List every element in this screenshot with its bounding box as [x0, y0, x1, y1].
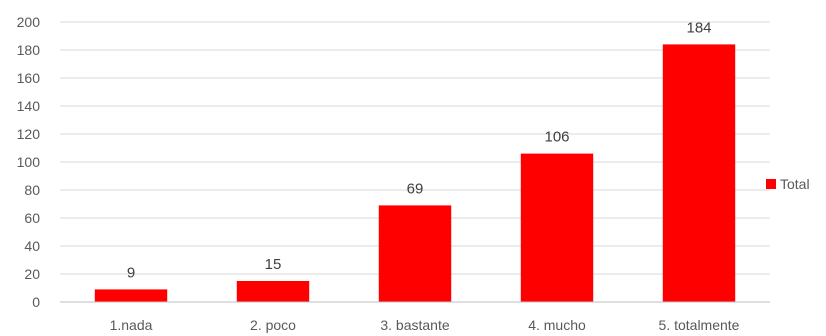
x-tick-label: 4. mucho — [528, 317, 586, 333]
x-tick-label: 3. bastante — [380, 317, 449, 333]
bar — [236, 281, 310, 302]
bar — [378, 205, 452, 302]
y-tick-label: 180 — [17, 42, 41, 58]
y-tick-label: 200 — [17, 14, 41, 30]
x-tick-label: 5. totalmente — [659, 317, 740, 333]
y-tick-label: 0 — [32, 294, 40, 310]
data-label: 9 — [127, 264, 135, 281]
bar — [662, 44, 736, 303]
y-tick-label: 140 — [17, 98, 41, 114]
x-tick-label: 2. poco — [250, 317, 296, 333]
legend-label-total: Total — [780, 176, 810, 192]
y-tick-label: 60 — [24, 210, 40, 226]
data-labels: 9 15 69 106 184 — [127, 19, 712, 281]
legend: Total — [766, 176, 810, 192]
gridlines — [60, 21, 770, 275]
y-tick-label: 80 — [24, 182, 40, 198]
y-tick-label: 40 — [24, 238, 40, 254]
y-tick-label: 160 — [17, 70, 41, 86]
bars — [94, 44, 736, 303]
y-tick-label: 120 — [17, 126, 41, 142]
data-label: 184 — [686, 19, 711, 36]
x-tick-label: 1.nada — [110, 317, 153, 333]
y-axis-ticks: 0 20 40 60 80 100 120 140 160 180 200 — [17, 14, 41, 310]
data-label: 69 — [407, 180, 424, 197]
data-label: 15 — [265, 256, 282, 273]
data-label: 106 — [544, 129, 569, 146]
legend-swatch — [766, 179, 776, 189]
bar — [520, 153, 594, 302]
y-tick-label: 100 — [17, 154, 41, 170]
x-axis-ticks: 1.nada 2. poco 3. bastante 4. mucho 5. total… — [110, 317, 740, 333]
bar — [94, 289, 168, 302]
y-tick-label: 20 — [24, 266, 40, 282]
